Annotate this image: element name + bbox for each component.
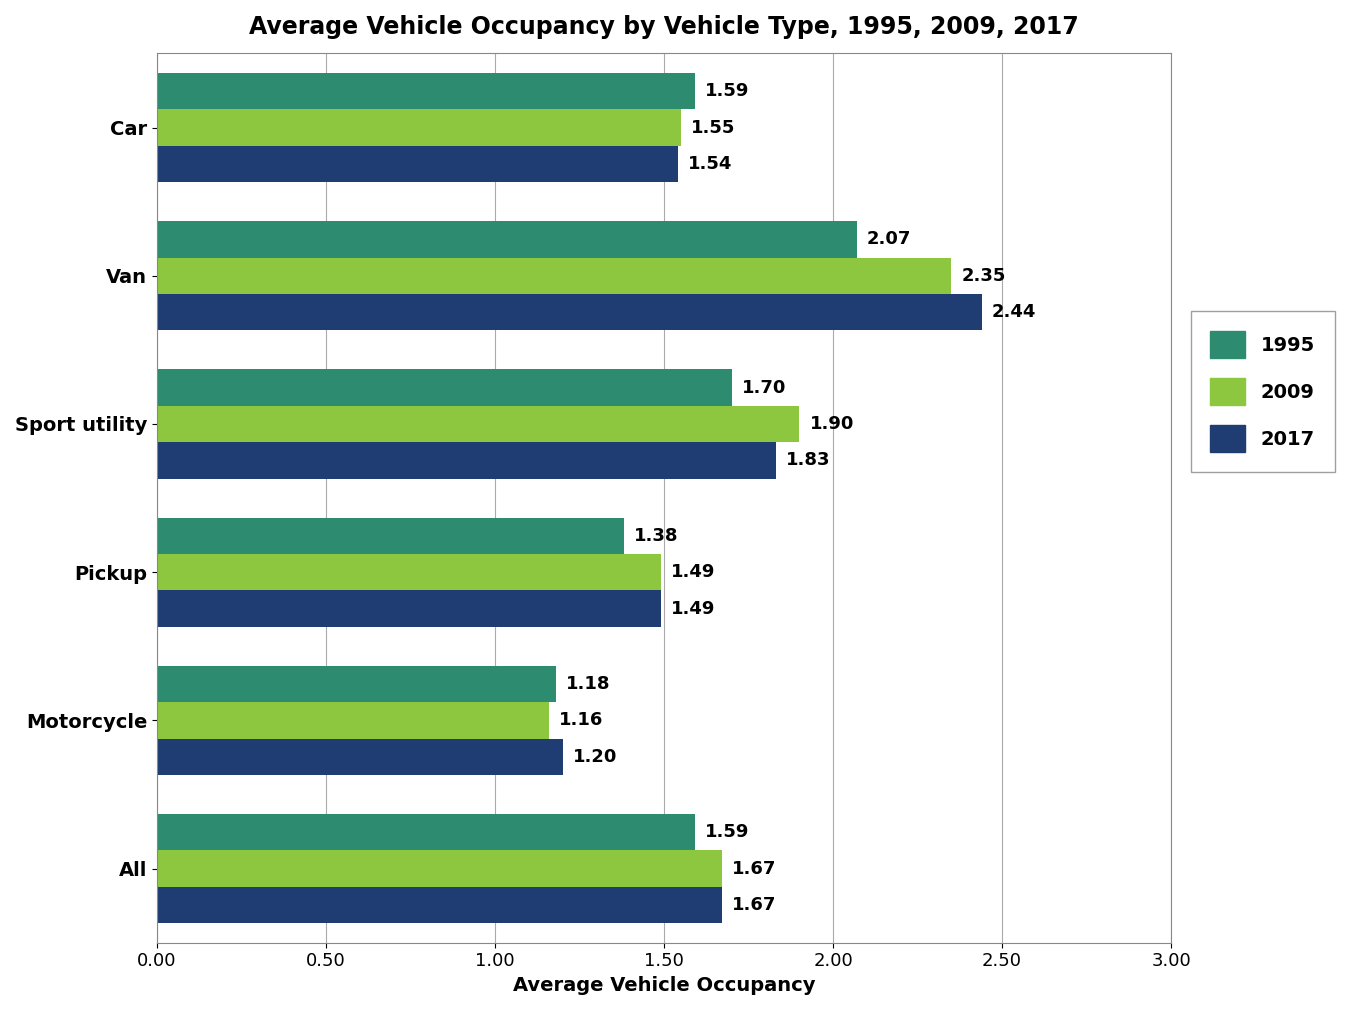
Text: 1.49: 1.49 bbox=[671, 564, 716, 581]
Text: 1.54: 1.54 bbox=[687, 155, 732, 173]
Text: 1.70: 1.70 bbox=[743, 379, 786, 397]
Bar bbox=[157, 814, 694, 850]
Bar bbox=[157, 145, 678, 182]
Text: 2.44: 2.44 bbox=[992, 303, 1037, 321]
Bar bbox=[157, 666, 556, 702]
Bar bbox=[157, 442, 776, 479]
Bar bbox=[157, 850, 721, 887]
Bar bbox=[157, 109, 680, 145]
Text: 1.49: 1.49 bbox=[671, 600, 716, 617]
Bar bbox=[157, 887, 721, 923]
Legend: 1995, 2009, 2017: 1995, 2009, 2017 bbox=[1191, 311, 1335, 472]
Bar bbox=[157, 370, 732, 406]
Bar bbox=[157, 702, 549, 738]
Text: 1.55: 1.55 bbox=[691, 118, 736, 136]
Bar bbox=[157, 221, 857, 258]
Bar bbox=[157, 738, 563, 775]
Text: 1.38: 1.38 bbox=[633, 527, 678, 544]
Title: Average Vehicle Occupancy by Vehicle Type, 1995, 2009, 2017: Average Vehicle Occupancy by Vehicle Typ… bbox=[250, 15, 1079, 39]
Text: 1.59: 1.59 bbox=[705, 823, 749, 841]
Text: 1.67: 1.67 bbox=[732, 896, 776, 914]
Bar bbox=[157, 73, 694, 109]
Bar bbox=[157, 591, 660, 627]
Text: 1.18: 1.18 bbox=[566, 675, 610, 693]
Bar bbox=[157, 554, 660, 591]
Bar bbox=[157, 258, 952, 294]
Text: 2.07: 2.07 bbox=[867, 230, 911, 248]
Bar bbox=[157, 294, 981, 330]
Bar bbox=[157, 406, 799, 442]
Text: 1.59: 1.59 bbox=[705, 82, 749, 100]
Text: 1.20: 1.20 bbox=[572, 747, 617, 766]
X-axis label: Average Vehicle Occupancy: Average Vehicle Occupancy bbox=[513, 976, 815, 995]
Text: 1.16: 1.16 bbox=[559, 711, 603, 729]
Bar bbox=[157, 517, 624, 554]
Text: 2.35: 2.35 bbox=[961, 267, 1006, 285]
Text: 1.67: 1.67 bbox=[732, 860, 776, 878]
Text: 1.83: 1.83 bbox=[786, 451, 830, 470]
Text: 1.90: 1.90 bbox=[810, 415, 853, 433]
